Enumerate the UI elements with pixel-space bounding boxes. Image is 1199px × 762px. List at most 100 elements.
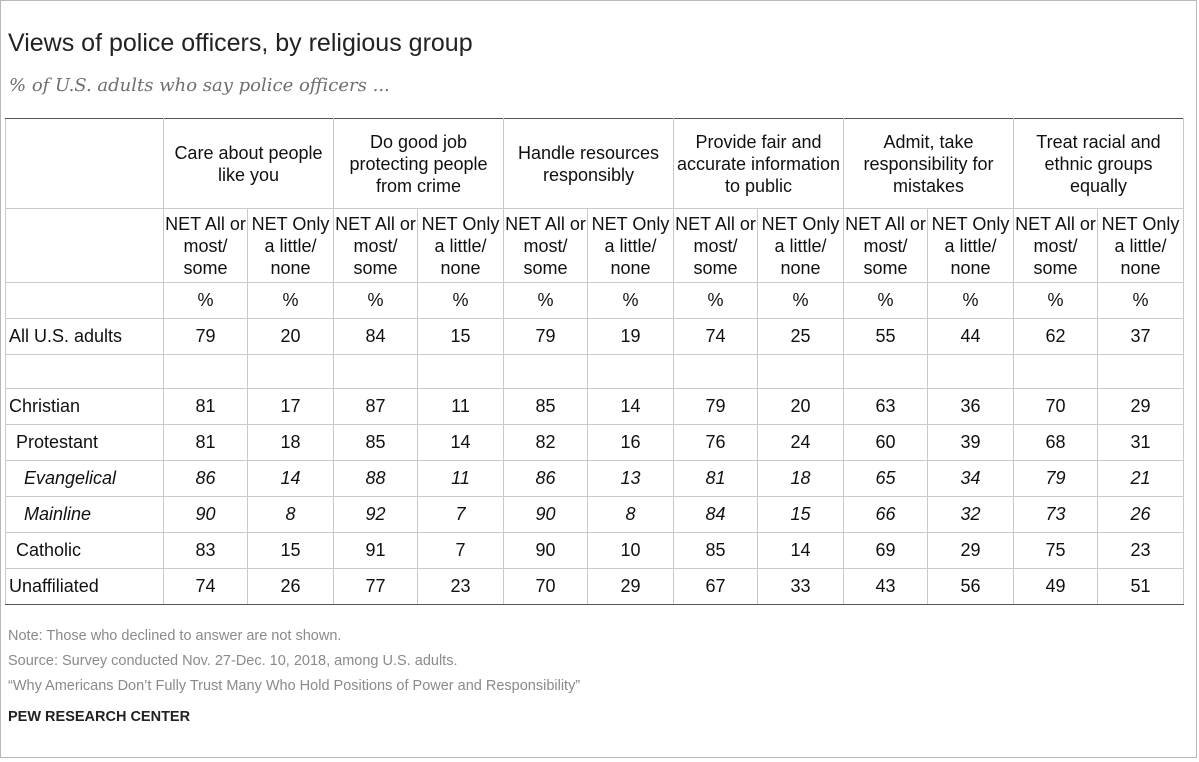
value-cell: 15 [757, 496, 844, 533]
value-cell: 14 [757, 532, 844, 569]
value-cell: 18 [757, 460, 844, 497]
percent-sign: % [247, 282, 334, 319]
percent-sign: % [843, 282, 928, 319]
value-cell: 14 [587, 388, 674, 425]
blank-cell [5, 208, 164, 283]
data-table: Care about people like you Do good job p… [5, 118, 1184, 605]
subheader-net-only: NET Only a little/ none [1097, 208, 1184, 283]
value-cell: 13 [587, 460, 674, 497]
value-cell: 85 [673, 532, 758, 569]
value-cell: 90 [503, 532, 588, 569]
value-cell: 69 [843, 532, 928, 569]
subheader-net-all: NET All or most/ some [333, 208, 418, 283]
source-line: Source: Survey conducted Nov. 27-Dec. 10… [8, 653, 458, 669]
value-cell: 20 [247, 318, 334, 355]
value-cell: 26 [1097, 496, 1184, 533]
value-cell: 74 [673, 318, 758, 355]
value-cell: 84 [333, 318, 418, 355]
value-cell: 31 [1097, 424, 1184, 461]
report-title-line: “Why Americans Don’t Fully Trust Many Wh… [8, 678, 581, 694]
value-cell: 23 [417, 568, 504, 605]
value-cell: 81 [163, 424, 248, 461]
group-header-row: Care about people like you Do good job p… [5, 118, 1184, 209]
table-row: Christian 81 17 87 11 85 14 79 20 63 36 … [5, 388, 1184, 425]
value-cell: 10 [587, 532, 674, 569]
subheader-net-all: NET All or most/ some [503, 208, 588, 283]
value-cell: 17 [247, 388, 334, 425]
value-cell: 29 [1097, 388, 1184, 425]
row-label: All U.S. adults [5, 318, 164, 355]
value-cell: 8 [587, 496, 674, 533]
group-header: Handle resources responsibly [503, 118, 674, 209]
group-header: Provide fair and accurate information to… [673, 118, 844, 209]
value-cell: 73 [1013, 496, 1098, 533]
value-cell: 88 [333, 460, 418, 497]
value-cell: 67 [673, 568, 758, 605]
spacer-row [5, 354, 1184, 389]
row-label: Christian [5, 388, 164, 425]
value-cell: 60 [843, 424, 928, 461]
subheader-net-only: NET Only a little/ none [247, 208, 334, 283]
value-cell: 70 [503, 568, 588, 605]
value-cell: 65 [843, 460, 928, 497]
value-cell: 86 [163, 460, 248, 497]
blank-cell [5, 282, 164, 319]
percent-sign: % [757, 282, 844, 319]
percent-sign: % [417, 282, 504, 319]
value-cell: 16 [587, 424, 674, 461]
value-cell: 75 [1013, 532, 1098, 569]
subheader-net-only: NET Only a little/ none [587, 208, 674, 283]
value-cell: 20 [757, 388, 844, 425]
percent-sign: % [1097, 282, 1184, 319]
value-cell: 51 [1097, 568, 1184, 605]
subheader-net-only: NET Only a little/ none [757, 208, 844, 283]
percent-sign: % [927, 282, 1014, 319]
subheader-net-all: NET All or most/ some [163, 208, 248, 283]
value-cell: 32 [927, 496, 1014, 533]
value-cell: 79 [503, 318, 588, 355]
value-cell: 77 [333, 568, 418, 605]
note-line: Note: Those who declined to answer are n… [8, 628, 342, 644]
value-cell: 11 [417, 460, 504, 497]
row-label: Evangelical [5, 460, 164, 497]
group-header: Admit, take responsibility for mistakes [843, 118, 1014, 209]
value-cell: 34 [927, 460, 1014, 497]
value-cell: 90 [163, 496, 248, 533]
value-cell: 92 [333, 496, 418, 533]
value-cell: 14 [417, 424, 504, 461]
row-label: Protestant [5, 424, 164, 461]
value-cell: 29 [927, 532, 1014, 569]
value-cell: 56 [927, 568, 1014, 605]
value-cell: 39 [927, 424, 1014, 461]
value-cell: 81 [163, 388, 248, 425]
percent-sign: % [1013, 282, 1098, 319]
row-label: Unaffiliated [5, 568, 164, 605]
value-cell: 70 [1013, 388, 1098, 425]
table-row: All U.S. adults 79 20 84 15 79 19 74 25 … [5, 318, 1184, 355]
value-cell: 79 [673, 388, 758, 425]
value-cell: 66 [843, 496, 928, 533]
table-row: Catholic 83 15 91 7 90 10 85 14 69 29 75… [5, 532, 1184, 569]
subheader-row: NET All or most/ some NET Only a little/… [5, 208, 1184, 283]
value-cell: 14 [247, 460, 334, 497]
value-cell: 15 [417, 318, 504, 355]
value-cell: 26 [247, 568, 334, 605]
value-cell: 90 [503, 496, 588, 533]
value-cell: 33 [757, 568, 844, 605]
percent-sign: % [673, 282, 758, 319]
subheader-net-all: NET All or most/ some [673, 208, 758, 283]
value-cell: 82 [503, 424, 588, 461]
value-cell: 36 [927, 388, 1014, 425]
subheader-net-all: NET All or most/ some [1013, 208, 1098, 283]
value-cell: 68 [1013, 424, 1098, 461]
table-row: Unaffiliated 74 26 77 23 70 29 67 33 43 … [5, 568, 1184, 605]
brand-credit: PEW RESEARCH CENTER [8, 709, 191, 725]
row-label: Mainline [5, 496, 164, 533]
value-cell: 21 [1097, 460, 1184, 497]
corner-cell [5, 118, 164, 209]
value-cell: 81 [673, 460, 758, 497]
value-cell: 85 [333, 424, 418, 461]
value-cell: 49 [1013, 568, 1098, 605]
value-cell: 37 [1097, 318, 1184, 355]
group-header: Care about people like you [163, 118, 334, 209]
